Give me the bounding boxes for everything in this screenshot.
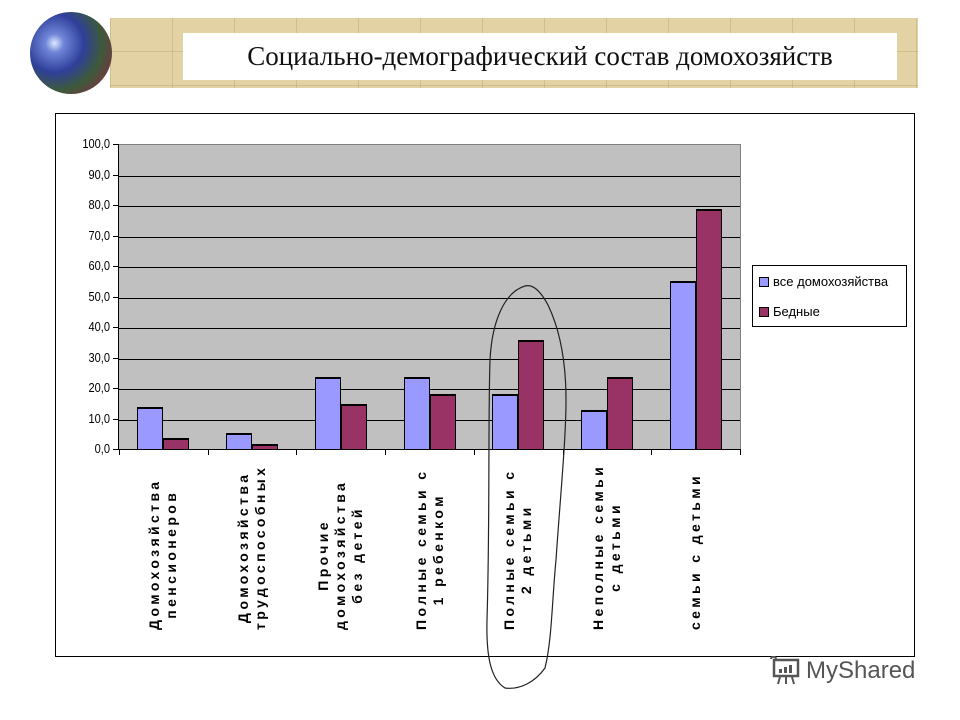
y-tick — [113, 144, 118, 145]
y-tick-label: 90,0 — [88, 166, 110, 182]
y-tick-label: 80,0 — [88, 197, 110, 212]
gridline — [119, 175, 740, 177]
gridline — [119, 206, 740, 207]
y-tick — [113, 418, 118, 420]
bar-poor — [518, 340, 545, 450]
bar-poor — [429, 393, 456, 450]
legend-swatch-all — [759, 276, 769, 287]
x-category-label: Домохозяйства трудоспособных — [235, 464, 269, 630]
bar-poor — [695, 209, 722, 450]
legend-item-poor: Бедные — [759, 304, 820, 319]
legend-item-all: все домохозяйства — [759, 274, 888, 289]
presentation-board-icon — [770, 656, 800, 685]
y-tick-label: 70,0 — [88, 227, 110, 243]
y-tick — [113, 296, 118, 298]
x-axis — [118, 449, 741, 450]
x-tick — [473, 449, 475, 455]
y-tick — [113, 174, 118, 176]
watermark: MyShared — [768, 656, 915, 686]
x-tick — [296, 449, 298, 455]
gridline — [119, 328, 740, 329]
x-tick — [385, 449, 387, 455]
x-category-label: семьи с детьми — [687, 472, 704, 630]
gridline — [119, 389, 740, 390]
y-tick — [113, 327, 118, 328]
globe-icon — [30, 12, 112, 94]
y-tick — [113, 205, 118, 206]
bar-all-households — [314, 376, 341, 450]
bar-all-households — [137, 407, 164, 450]
gridline — [119, 236, 740, 238]
y-tick — [113, 235, 118, 237]
bar-all-households — [492, 393, 519, 450]
x-tick — [207, 449, 209, 455]
x-tick — [562, 449, 564, 455]
y-tick — [113, 357, 118, 359]
legend: все домохозяйства Бедные — [752, 265, 907, 327]
bar-all-households — [403, 376, 430, 450]
y-tick-label: 50,0 — [88, 288, 110, 304]
x-category-label: Неполные семьи с детьми — [589, 463, 623, 630]
bar-all-households — [580, 410, 607, 450]
plot-area — [119, 144, 741, 450]
y-tick-label: 30,0 — [88, 349, 110, 365]
page-title: Социально-демографический состав домохоз… — [247, 41, 833, 71]
bar-poor — [340, 404, 367, 450]
y-tick-label: 0,0 — [94, 441, 110, 456]
bar-all-households — [669, 280, 696, 450]
y-tick-label: 10,0 — [88, 410, 110, 426]
x-category-label: Полные семьи с 2 детьми — [501, 468, 535, 630]
gridline — [119, 358, 740, 360]
legend-label-all: все домохозяйства — [773, 274, 889, 289]
gridline — [119, 297, 740, 299]
watermark-text: MyShared — [806, 657, 916, 684]
y-tick-label: 20,0 — [88, 380, 110, 395]
gridline — [119, 267, 740, 268]
y-tick — [113, 449, 118, 450]
x-tick — [119, 449, 120, 455]
x-category-label: Прочие домохозяйства без детей — [315, 479, 366, 630]
y-tick-label: 40,0 — [88, 319, 110, 334]
x-tick — [740, 449, 741, 455]
y-tick — [113, 266, 118, 267]
y-tick-label: 60,0 — [88, 258, 110, 273]
bar-all-households — [226, 433, 253, 450]
x-category-label: Домохозяйства пенсионеров — [146, 478, 180, 630]
y-axis — [118, 144, 119, 450]
y-tick-label: 100,0 — [82, 136, 110, 151]
legend-label-poor: Бедные — [773, 304, 820, 319]
x-category-label: Полные семьи с 1 ребенком — [412, 468, 446, 630]
bar-poor — [606, 376, 633, 450]
legend-swatch-poor — [759, 306, 769, 317]
y-tick — [113, 388, 118, 389]
title-box: Социально-демографический состав домохоз… — [183, 33, 897, 80]
x-tick — [651, 449, 653, 455]
